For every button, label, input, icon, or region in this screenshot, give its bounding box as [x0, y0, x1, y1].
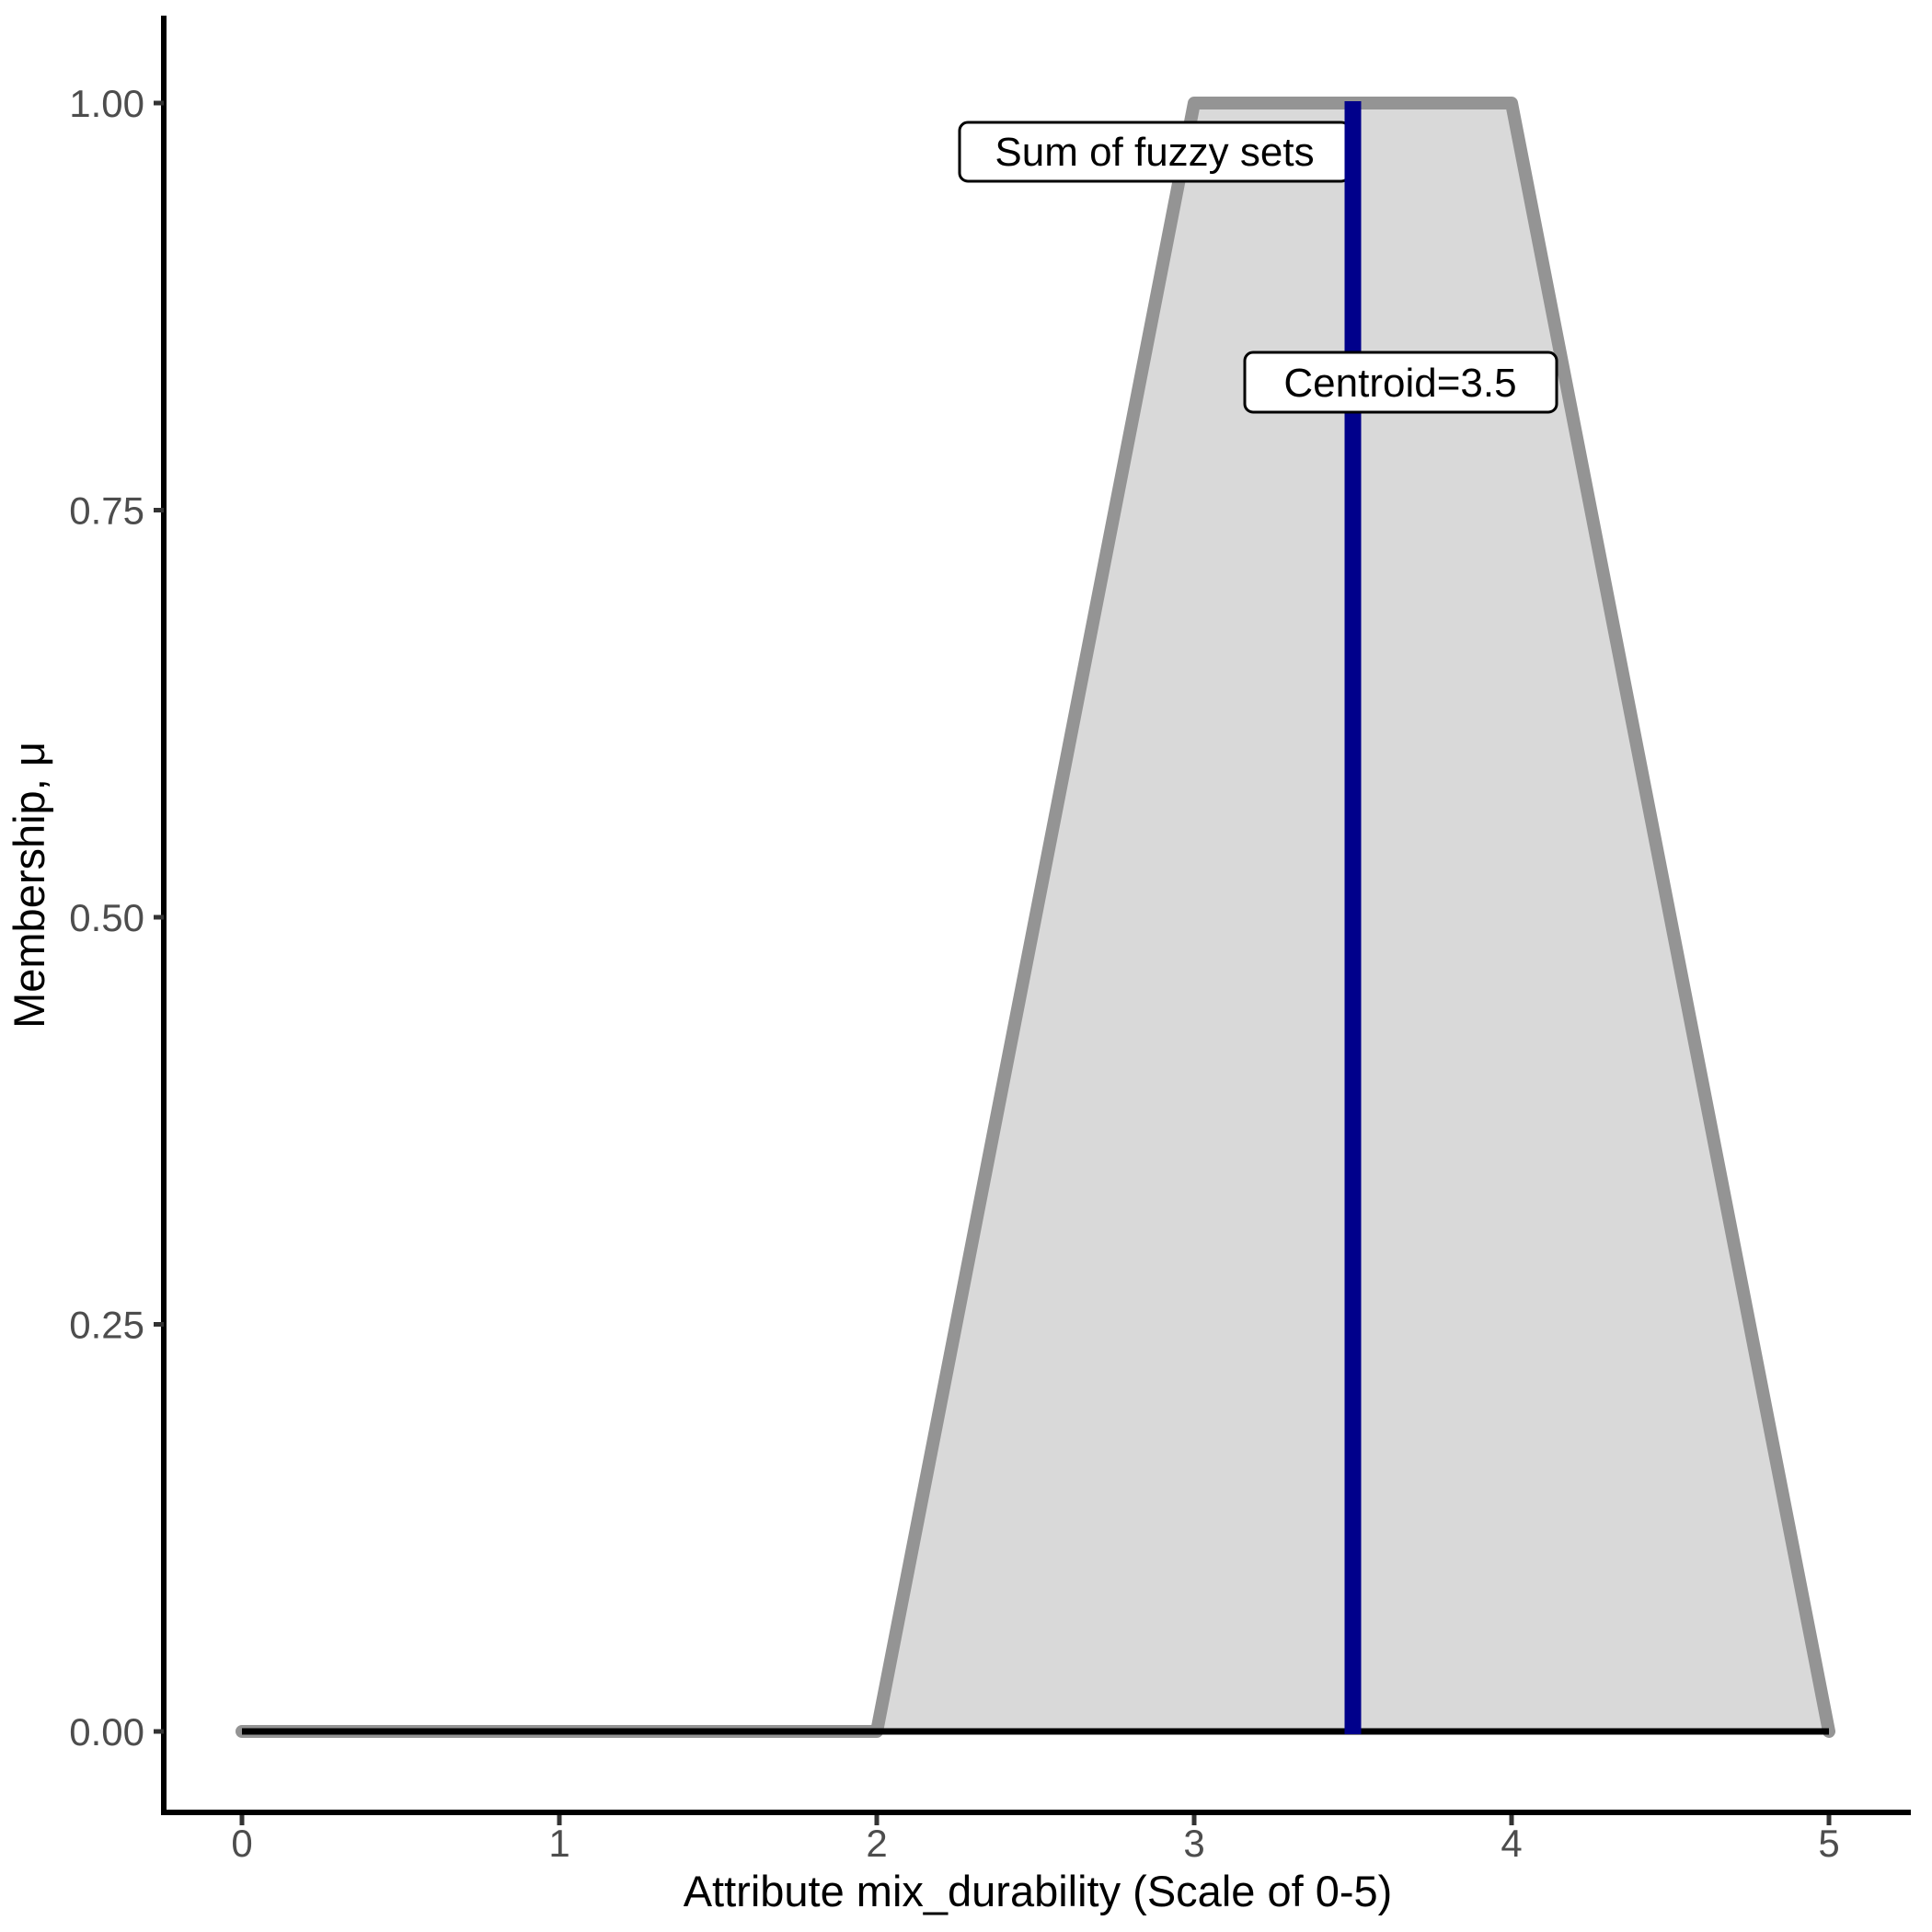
x-tick-label: 0: [231, 1822, 252, 1865]
y-axis: 0.00 0.25 0.50 0.75 1.00 Membership, μ: [5, 16, 167, 1815]
y-tick-label: 1.00: [69, 82, 144, 125]
y-tick-label: 0.50: [69, 896, 144, 939]
x-tick-label: 4: [1501, 1822, 1522, 1865]
x-tick-label: 3: [1183, 1822, 1204, 1865]
x-tick-label: 1: [548, 1822, 569, 1865]
sum-label-text: Sum of fuzzy sets: [995, 130, 1314, 175]
centroid-label-text: Centroid=3.5: [1283, 361, 1516, 406]
y-tick-label: 0.00: [69, 1710, 144, 1754]
centroid-label-box: [1243, 351, 1558, 414]
y-axis-title: Membership, μ: [5, 742, 53, 1029]
x-axis-title: Attribute mix_durability (Scale of 0-5): [684, 1867, 1393, 1915]
sum-label-annotation: Sum of fuzzy sets: [958, 121, 1351, 183]
x-tick-label: 5: [1818, 1822, 1839, 1865]
y-tick-label: 0.25: [69, 1304, 144, 1347]
plot-area: Sum of fuzzy sets Centroid=3.5: [236, 97, 1835, 1738]
x-axis-ticks: 0 1 2 3 4 5: [231, 1815, 1840, 1865]
x-axis: 0 1 2 3 4 5 Attribute mix_durability (Scale o…: [161, 1810, 1911, 1915]
y-tick-label: 0.75: [69, 489, 144, 533]
x-tick-label: 2: [866, 1822, 887, 1865]
centroid-label-annotation: Centroid=3.5: [1243, 351, 1558, 414]
y-axis-ticks: 0.00 0.25 0.50 0.75 1.00: [69, 82, 164, 1754]
